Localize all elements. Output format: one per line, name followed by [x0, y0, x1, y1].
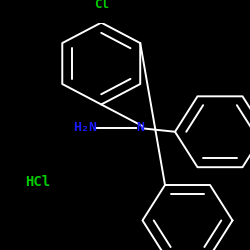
- Text: HCl: HCl: [25, 175, 50, 189]
- Text: Cl: Cl: [94, 0, 109, 11]
- Text: N: N: [136, 121, 144, 134]
- Text: H₂N: H₂N: [73, 121, 97, 134]
